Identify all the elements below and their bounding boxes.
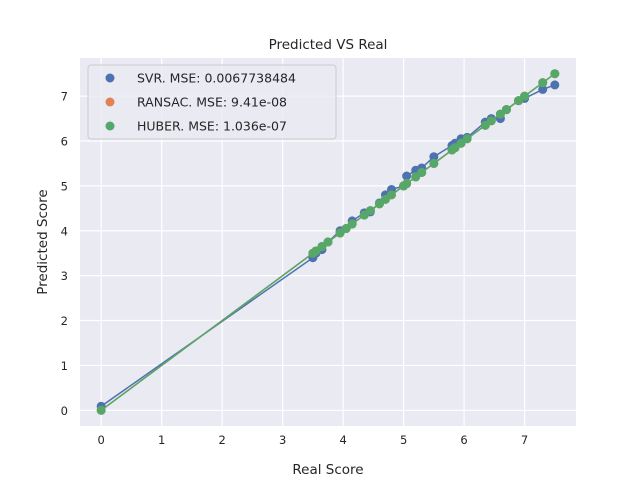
data-point bbox=[429, 152, 439, 162]
data-point bbox=[402, 171, 412, 181]
y-tick-label: 7 bbox=[61, 90, 68, 104]
tick-layer: 0 1 2 3 4 5 6 7 0 1 2 3 4 5 6 7 bbox=[61, 90, 529, 447]
y-tick-label: 5 bbox=[61, 179, 68, 193]
grid bbox=[80, 58, 576, 426]
x-tick-label: 0 bbox=[98, 433, 105, 447]
y-tick-label: 6 bbox=[61, 135, 68, 149]
legend-label: RANSAC. MSE: 9.41e-08 bbox=[137, 95, 287, 110]
y-tick-label: 1 bbox=[61, 359, 68, 373]
data-point bbox=[550, 80, 560, 90]
data-point bbox=[96, 405, 106, 415]
legend-label: HUBER. MSE: 1.036e-07 bbox=[137, 119, 287, 134]
data-point bbox=[550, 69, 560, 79]
x-tick-label: 6 bbox=[460, 433, 467, 447]
data-point bbox=[520, 91, 530, 101]
x-tick-label: 3 bbox=[279, 433, 286, 447]
legend-label: SVR. MSE: 0.0067738484 bbox=[137, 71, 296, 86]
data-point bbox=[402, 179, 412, 189]
data-point bbox=[387, 190, 397, 200]
data-point bbox=[417, 167, 427, 177]
data-point bbox=[323, 237, 333, 247]
data-point bbox=[429, 158, 439, 168]
legend: SVR. MSE: 0.0067738484 RANSAC. MSE: 9.41e… bbox=[87, 64, 337, 140]
x-axis-title: Real Score bbox=[292, 462, 363, 478]
y-tick-label: 0 bbox=[61, 404, 68, 418]
series-layer bbox=[96, 69, 560, 415]
data-point bbox=[486, 116, 496, 126]
legend-box bbox=[87, 64, 337, 140]
data-point bbox=[538, 78, 548, 88]
x-tick-label: 5 bbox=[400, 433, 407, 447]
legend-marker bbox=[105, 73, 115, 83]
legend-marker bbox=[105, 121, 115, 131]
x-tick-label: 2 bbox=[218, 433, 225, 447]
series-3 bbox=[96, 69, 560, 415]
x-tick-label: 1 bbox=[158, 433, 165, 447]
data-point bbox=[347, 219, 357, 229]
x-tick-label: 7 bbox=[521, 433, 528, 447]
data-point bbox=[501, 105, 511, 115]
data-point bbox=[365, 206, 375, 216]
chart-title: Predicted VS Real bbox=[269, 37, 388, 53]
y-axis-title: Predicted Score bbox=[35, 189, 51, 294]
legend-marker bbox=[105, 97, 115, 107]
y-tick-label: 4 bbox=[61, 224, 68, 238]
y-tick-label: 2 bbox=[61, 314, 68, 328]
data-point bbox=[538, 84, 548, 94]
x-tick-label: 4 bbox=[339, 433, 346, 447]
y-tick-label: 3 bbox=[61, 269, 68, 283]
data-point bbox=[462, 134, 472, 144]
